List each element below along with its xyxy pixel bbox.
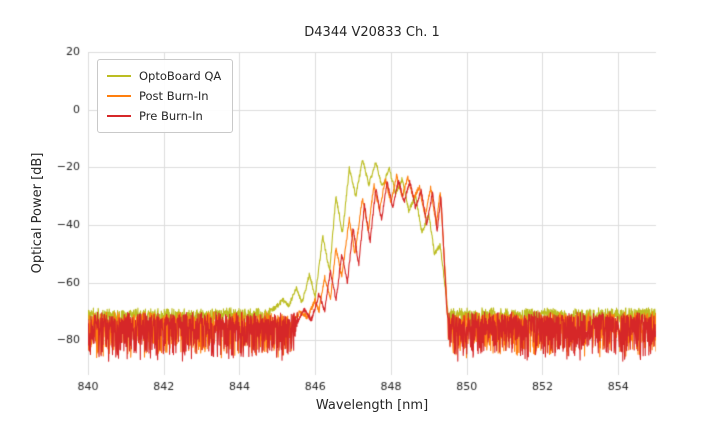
chart-title: D4344 V20833 Ch. 1 bbox=[304, 25, 440, 40]
legend-swatch bbox=[107, 75, 131, 77]
legend-label: OptoBoard QA bbox=[139, 69, 222, 83]
legend-label: Post Burn-In bbox=[139, 89, 209, 103]
legend-item: Post Burn-In bbox=[107, 86, 221, 106]
legend-swatch bbox=[107, 115, 131, 117]
legend-swatch bbox=[107, 95, 131, 97]
x-axis-label: Wavelength [nm] bbox=[315, 398, 429, 413]
y-axis-label: Optical Power [dB] bbox=[30, 152, 45, 274]
legend-item: Pre Burn-In bbox=[107, 106, 221, 126]
legend-label: Pre Burn-In bbox=[139, 109, 203, 123]
legend-item: OptoBoard QA bbox=[107, 66, 221, 86]
legend: OptoBoard QA Post Burn-In Pre Burn-In bbox=[97, 59, 234, 133]
